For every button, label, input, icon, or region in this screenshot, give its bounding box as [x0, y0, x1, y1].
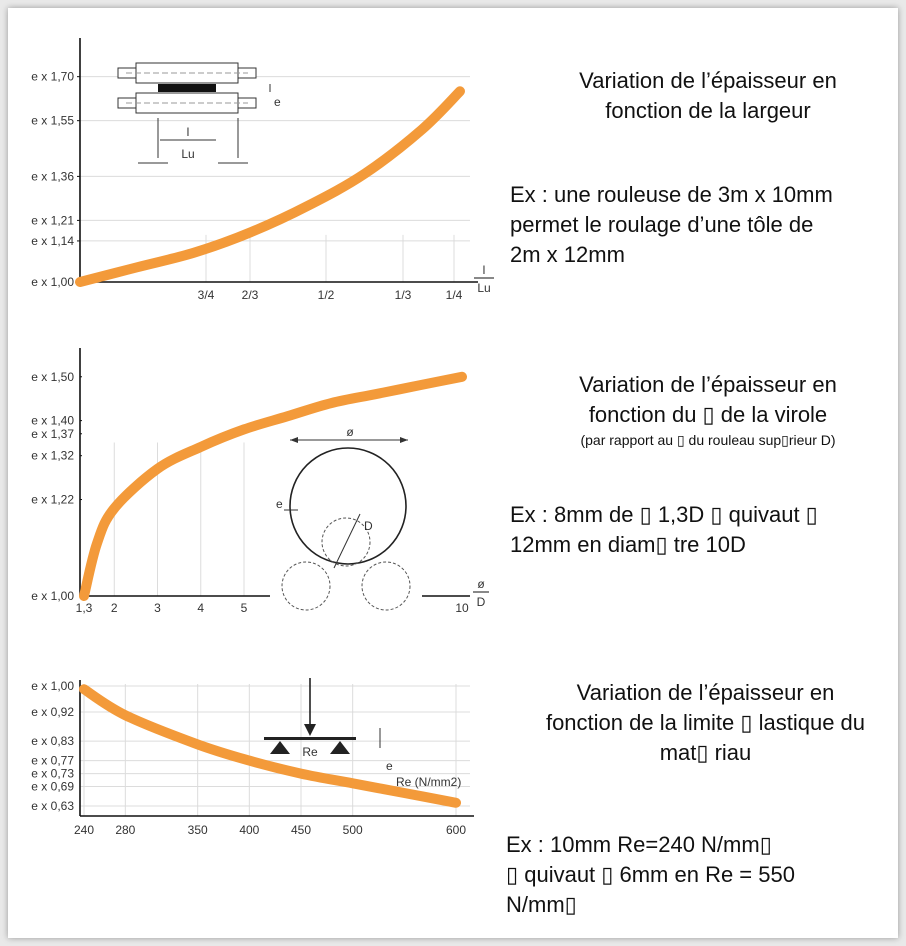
inset-label-lu: Lu — [181, 147, 194, 161]
x-tick-label: 280 — [115, 823, 135, 837]
x-tick-label: 5 — [241, 601, 248, 615]
x-tick-label: 1/4 — [446, 288, 463, 302]
y-tick-label: e x 0,92 — [31, 705, 74, 719]
y-tick-label: e x 0,77 — [31, 754, 74, 768]
y-tick-label: e x 1,32 — [31, 449, 74, 463]
y-tick-label: e x 1,00 — [31, 589, 74, 603]
roller-diameter-line — [333, 513, 361, 569]
example-line-1: Ex : 10mm Re=240 N/mm▯ — [506, 832, 772, 857]
y-tick-label: e x 0,63 — [31, 799, 74, 813]
x-tick-label: 1,3 — [76, 601, 93, 615]
x-tick-label: 3/4 — [198, 288, 215, 302]
y-tick-label: e x 1,40 — [31, 414, 74, 428]
desc-title-line-1: Variation de l’épaisseur en — [576, 680, 835, 705]
x-tick-label: 2/3 — [242, 288, 259, 302]
x-tick-label: 400 — [239, 823, 259, 837]
x-tick-label: 1/3 — [395, 288, 412, 302]
example-line-1: Ex : 8mm de ▯ 1,3D ▯ quivaut ▯ — [510, 502, 818, 527]
x-axis-label-numerator: l — [483, 263, 486, 277]
series-curve — [79, 371, 467, 601]
desc-title-line-1: Variation de l’épaisseur en — [579, 68, 837, 93]
series-curve — [75, 86, 465, 287]
load-arrow-head — [304, 724, 316, 736]
lower-right-roller-circle — [361, 561, 411, 611]
y-tick-label: e x 1,14 — [31, 234, 74, 248]
inset-label-e: e — [386, 759, 393, 773]
y-tick-label: e x 1,22 — [31, 493, 74, 507]
x-tick-label: 4 — [197, 601, 204, 615]
x-tick-label: 500 — [343, 823, 363, 837]
inset-label-e: e — [276, 497, 283, 511]
x-tick-label: 450 — [291, 823, 311, 837]
inset-label-d: D — [364, 519, 373, 533]
example-width: Ex : une rouleuse de 3m x 10mm permet le… — [510, 180, 898, 270]
shell-inset: ø De — [276, 425, 411, 611]
x-tick-label: 350 — [188, 823, 208, 837]
y-tick-label: e x 0,69 — [31, 780, 74, 794]
desc-title-line-2: fonction du ▯ de la virole — [588, 402, 828, 427]
beam-inset: Re e — [264, 678, 393, 773]
beam-sheet — [264, 737, 356, 740]
y-tick-label: e x 1,00 — [31, 275, 74, 289]
series-label: Re (N/mm2) — [396, 775, 461, 789]
x-tick-label: 2 — [111, 601, 118, 615]
x-tick-label: 1/2 — [318, 288, 335, 302]
diameter-arrow-right — [400, 437, 408, 443]
charts-canvas: e x 1,70 e x 1,55 e x 1,36 e x 1,21 e x 1,14… — [31, 38, 494, 837]
series-curve — [79, 684, 461, 808]
y-tick-label: e x 0,83 — [31, 734, 74, 748]
chart-elastic-limit-variation: e x 1,00 e x 0,92 e x 0,83 e x 0,77e x 0,73… — [31, 678, 474, 837]
y-tick-label: e x 1,50 — [31, 370, 74, 384]
sheet-plate — [158, 84, 216, 92]
example-line-2: ▯ quivaut ▯ 6mm en Re = 550 — [506, 862, 795, 887]
upper-roller — [135, 62, 239, 84]
y-tick-label: e x 1,55 — [31, 114, 74, 128]
description-width: Variation de l’épaisseur en fonction de … — [518, 66, 898, 126]
x-axis-label-denominator: D — [477, 595, 486, 609]
y-tick-label: e x 1,36 — [31, 169, 74, 183]
left-support — [270, 741, 290, 754]
upper-roller-circle — [321, 517, 371, 567]
desc-title-line-2: fonction de la largeur — [605, 98, 811, 123]
example-line-3: N/mm▯ — [506, 892, 577, 917]
desc-title-line-2: fonction de la limite ▯ lastique du — [545, 710, 866, 735]
lower-roller — [135, 92, 239, 114]
slide: e x 1,70 e x 1,55 e x 1,36 e x 1,21 e x 1,14… — [8, 8, 898, 938]
y-tick-label: e x 1,37 — [31, 427, 74, 441]
example-line-2: permet le roulage d’une tôle de — [510, 212, 814, 237]
roller-inset: e l Lu — [117, 62, 281, 164]
desc-title-line-3: mat▯ riau — [659, 740, 752, 765]
example-line-3: 2m x 12mm — [510, 242, 625, 267]
example-line-2: 12mm en diam▯ tre 10D — [510, 532, 746, 557]
y-tick-label: e x 0,73 — [31, 767, 74, 781]
x-tick-label: 10 — [455, 601, 469, 615]
chart-width-variation: e x 1,70 e x 1,55 e x 1,36 e x 1,21 e x 1,14… — [31, 38, 494, 302]
y-tick-label: e x 1,21 — [31, 213, 74, 227]
x-tick-label: 600 — [446, 823, 466, 837]
desc-note: (par rapport au ▯ du rouleau sup▯rieur D… — [580, 432, 836, 448]
description-elastic-limit: Variation de l’épaisseur en fonction de … — [513, 678, 898, 768]
example-diameter: Ex : 8mm de ▯ 1,3D ▯ quivaut ▯ 12mm en d… — [510, 500, 898, 560]
inset-label-re: Re — [302, 745, 318, 759]
lower-left-roller-circle — [281, 561, 331, 611]
example-line-1: Ex : une rouleuse de 3m x 10mm — [510, 182, 833, 207]
example-elastic-limit: Ex : 10mm Re=240 N/mm▯ ▯ quivaut ▯ 6mm e… — [506, 830, 896, 920]
x-tick-label: 3 — [154, 601, 161, 615]
right-support — [330, 741, 350, 754]
desc-title-line-1: Variation de l’épaisseur en — [579, 372, 837, 397]
inset-label-l: l — [187, 125, 190, 139]
shell-circle — [289, 447, 407, 565]
chart-diameter-variation: e x 1,50 e x 1,40e x 1,37 e x 1,32 e x 1,22… — [31, 348, 489, 615]
y-tick-label: e x 1,00 — [31, 679, 74, 693]
x-tick-label: 240 — [74, 823, 94, 837]
inset-label-phi: ø — [346, 425, 354, 439]
diameter-arrow-left — [290, 437, 298, 443]
x-axis-label-denominator: Lu — [477, 281, 490, 295]
y-tick-label: e x 1,70 — [31, 70, 74, 84]
x-axis-label-numerator: ø — [477, 577, 485, 591]
thickness-label: e — [274, 95, 281, 109]
description-diameter: Variation de l’épaisseur en fonction du … — [518, 370, 898, 450]
